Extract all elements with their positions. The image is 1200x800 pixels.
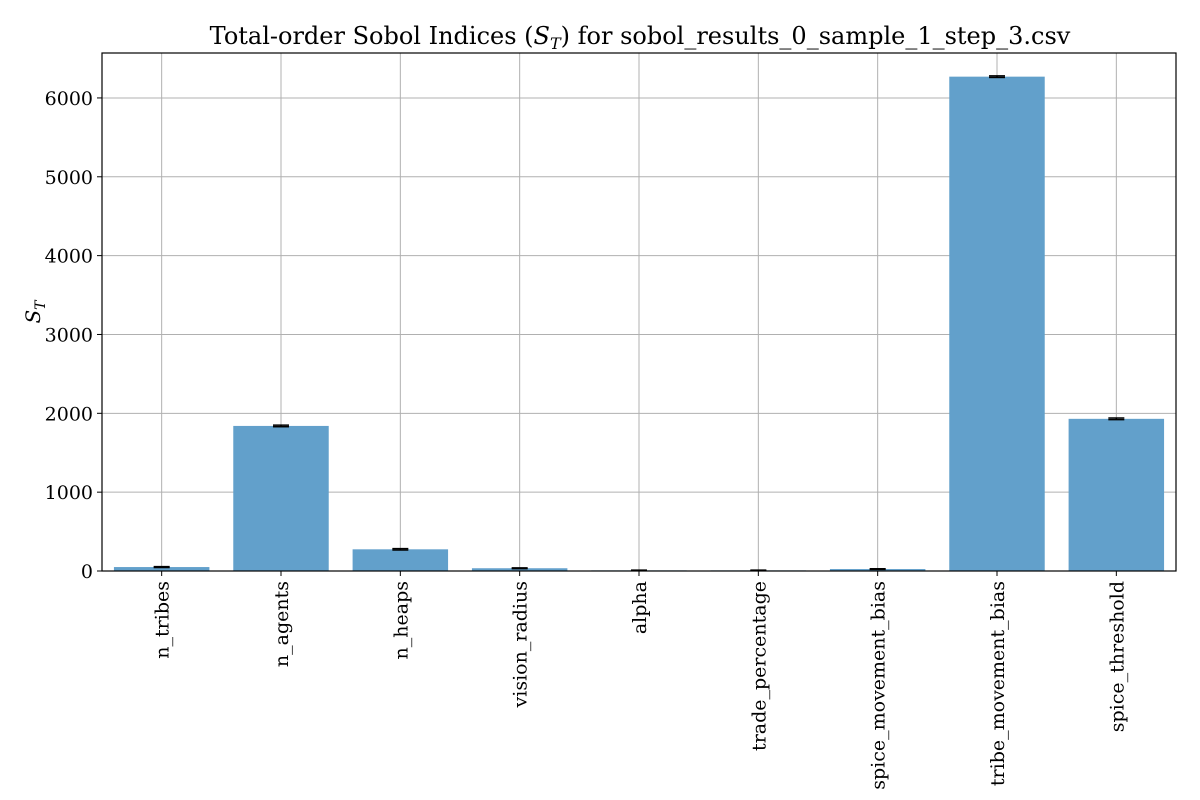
- y-tick-label: 6000: [45, 88, 93, 110]
- y-axis-label: ST: [21, 299, 49, 324]
- title-symbol: S: [534, 22, 550, 50]
- x-tick-label: n_tribes: [152, 581, 174, 659]
- axes: 0 1000 2000 3000 4000 5000 6000 n_tribes n_agent…: [45, 52, 1177, 790]
- x-tick-label: n_agents: [271, 581, 293, 667]
- x-tick-label: alpha: [629, 581, 651, 634]
- title-suffix: ) for sobol_results_0_sample_1_step_3.cs…: [561, 22, 1071, 50]
- bar: [113, 567, 210, 571]
- y-tick-label: 0: [81, 561, 93, 583]
- x-tick-label: spice_threshold: [1106, 581, 1128, 732]
- title-prefix: Total-order Sobol Indices (: [210, 22, 534, 50]
- y-tick-label: 1000: [45, 482, 93, 504]
- y-tick-label: 4000: [45, 246, 93, 268]
- x-tick-label: spice_movement_bias: [868, 581, 890, 790]
- bar: [949, 76, 1045, 572]
- plot-frame: [101, 52, 1177, 572]
- title-subscript: T: [550, 34, 562, 53]
- bar: [471, 568, 568, 571]
- ylabel-subscript: T: [33, 299, 49, 310]
- x-tick-label: vision_radius: [510, 581, 532, 708]
- y-tick-label: 3000: [45, 324, 93, 346]
- bars: [113, 76, 1165, 572]
- bar: [352, 549, 449, 571]
- bar: [1068, 418, 1165, 571]
- chart-title: Total-order Sobol Indices (ST) for sobol…: [210, 22, 1071, 53]
- x-tick-label: trade_percentage: [748, 581, 770, 751]
- y-tick-label: 5000: [45, 167, 93, 189]
- x-tick-label: tribe_movement_bias: [987, 581, 1009, 786]
- bar: [233, 425, 329, 571]
- ylabel-symbol: S: [21, 310, 45, 324]
- y-tick-label: 2000: [45, 403, 93, 425]
- x-tick-label: n_heaps: [390, 581, 412, 659]
